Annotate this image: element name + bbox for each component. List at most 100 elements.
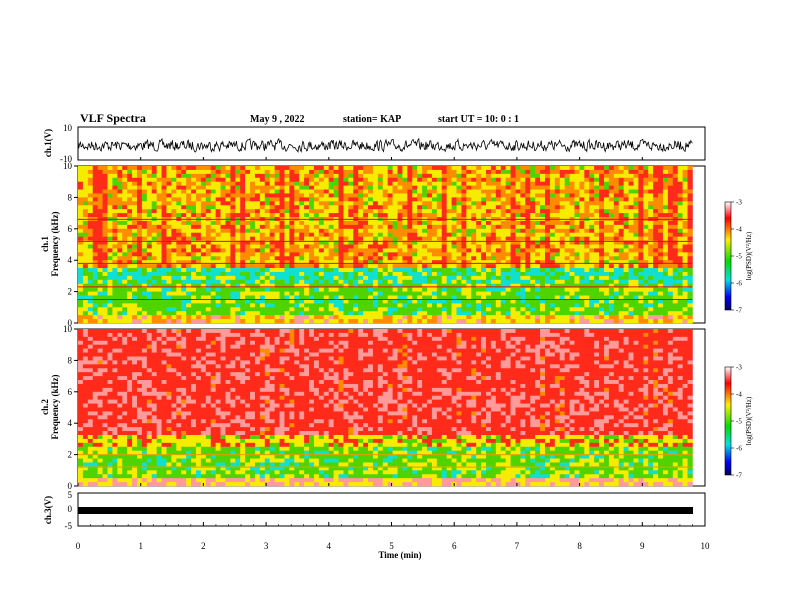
spectrogram-cell [161,213,167,218]
spectrogram-cell [343,193,349,198]
spectrogram-cell [412,181,418,186]
spectrogram-cell [584,177,590,182]
spectrogram-cell [608,205,615,210]
spectrogram-cell [392,307,398,312]
spectrogram-cell [136,193,143,198]
spectrogram-cell [662,307,669,312]
spectrogram-cell [97,303,103,308]
spectrogram-cell [505,193,511,198]
spectrogram-cell [412,205,418,210]
spectrogram-cell [603,236,610,241]
spectrogram-cell [358,311,364,316]
spectrogram-cell [127,248,133,253]
spectrogram-cell [461,315,467,320]
spectrogram-cell [441,283,447,288]
spectrogram-cell [530,299,536,304]
spectrogram-cell [584,185,590,190]
spectrogram-cell [633,177,639,182]
spectrogram-cell [97,193,103,198]
spectrogram-cell [313,319,320,324]
spectrogram-cell [377,248,384,253]
spectrogram-cell [417,166,423,171]
spectrogram-cell [554,268,561,273]
spectrogram-cell [313,268,320,273]
spectrogram-cell [382,193,388,198]
spectrogram-cell [648,283,654,288]
spectrogram-cell [181,275,187,281]
spectrogram-cell [564,220,570,226]
spectrogram-cell [191,236,197,241]
spectrogram-cell [515,283,521,288]
spectrogram-cell [603,252,610,257]
spectrogram-cell [254,260,261,265]
spectrogram-cell [117,295,123,300]
spectrogram-cell [82,319,89,324]
spectrogram-cell [515,319,521,324]
spectrogram-cell [603,264,610,269]
spectrogram-cell [451,279,457,285]
spectrogram-cell [87,264,94,269]
spectrogram-cell [407,173,413,179]
spectrogram-cell [200,224,207,230]
spectrogram-cell [235,240,241,245]
spectrogram-cell [574,166,580,171]
spectrogram-cell [299,197,305,202]
spectrogram-cell [402,303,408,308]
spectrogram-cell [166,295,172,300]
spectrogram-cell [92,224,98,230]
spectrogram-cell [294,275,300,281]
spectrogram-cell [284,213,290,218]
spectrogram-cell [540,275,546,281]
spectrogram-cell [166,291,172,296]
spectrogram-cell [127,264,133,269]
spectrogram-cell [446,197,452,202]
spectrogram-cell [530,197,536,202]
spectrogram-cell [264,248,271,253]
spectrogram-cell [166,256,172,261]
spectrogram-cell [156,264,162,269]
spectrogram-cell [97,299,103,304]
spectrogram-cell [486,256,492,261]
spectrogram-cell [97,307,103,312]
spectrogram-cell [662,166,669,171]
spectrogram-cell [505,275,511,281]
spectrogram-cell [535,220,541,226]
spectrogram-cell [205,303,212,308]
spectrogram-cell [397,279,403,285]
spectrogram-cell [136,295,143,300]
spectrogram-cell [328,205,334,210]
spectrogram-cell [274,291,280,296]
spectrogram-cell [97,228,103,234]
spectrogram-cell [530,287,536,292]
spectrogram-cell [672,236,679,241]
spectrogram-cell [136,299,143,304]
spectrogram-cell [313,264,320,269]
spectrogram-cell [633,256,639,261]
spectrogram-cell [633,268,639,273]
spectrogram-cell [220,209,226,214]
spectrogram-cell [156,299,162,304]
spectrogram-cell [643,248,649,253]
spectrogram-cell [677,319,683,324]
spectrogram-cell [318,181,325,186]
spectrogram-cell [603,185,610,190]
spectrogram-cell [200,240,207,245]
spectrogram-cell [579,228,585,234]
spectrogram-cell [348,319,354,324]
spectrogram-cell [490,260,497,265]
spectrogram-cell [146,185,153,190]
spectrogram-cell [304,181,310,186]
spectrogram-cell [402,166,408,171]
spectrogram-cell [476,303,482,308]
spectrogram-cell [672,185,679,190]
spectrogram-cell [451,240,457,245]
spectrogram-cell [476,224,482,230]
spectrogram-cell [269,311,275,316]
spectrogram-cell [117,271,123,277]
spectrogram-cell [269,228,275,234]
spectrogram-cell [78,283,84,288]
spectrogram-cell [672,256,679,261]
spectrogram-cell [274,220,280,226]
spectrogram-cell [540,315,546,320]
spectrogram-cell [151,213,157,218]
